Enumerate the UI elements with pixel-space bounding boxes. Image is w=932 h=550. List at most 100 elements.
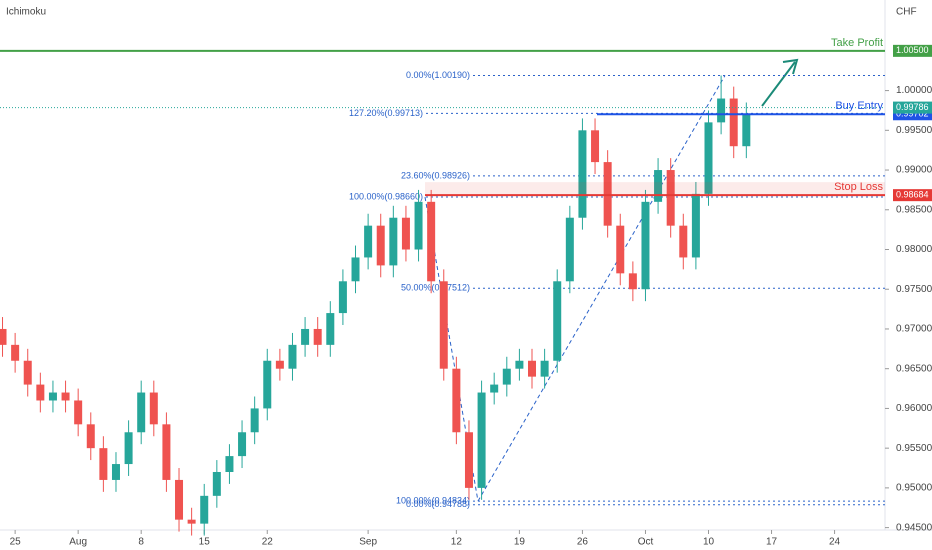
candle-body [427, 201, 436, 282]
x-tick-label: Sep [359, 537, 377, 548]
candle-body [149, 392, 158, 425]
y-tick-label: 0.99500 [896, 125, 932, 136]
y-tick-label: 1.00000 [896, 85, 932, 96]
level-name: Take Profit [831, 37, 883, 49]
x-tick-label: 24 [829, 537, 841, 548]
candle-body [691, 193, 700, 258]
candle-body [137, 392, 146, 433]
x-tick-label: 8 [138, 537, 144, 548]
candle-body [704, 122, 713, 194]
candle-body [389, 217, 398, 266]
x-tick-label: 10 [703, 537, 715, 548]
candle-body [61, 392, 70, 401]
price-box-label: 0.99786 [896, 102, 929, 112]
candle-body [86, 424, 95, 449]
candle-body [275, 360, 284, 369]
candle-body [540, 360, 549, 377]
y-tick-label: 0.96000 [896, 403, 932, 414]
candle-body [313, 328, 322, 345]
level-name: Buy Entry [835, 100, 883, 112]
price-box-label: 0.98684 [896, 190, 929, 200]
y-tick-label: 0.99000 [896, 165, 932, 176]
candle-body [666, 170, 675, 226]
x-tick-label: 26 [577, 537, 589, 548]
candle-body [553, 281, 562, 361]
candle-body [628, 273, 637, 290]
candle-body [452, 368, 461, 433]
candle-body [301, 328, 310, 345]
candle-body [238, 432, 247, 457]
chart-title: Ichimoku [6, 7, 46, 18]
candle-body [641, 201, 650, 290]
candle-body [464, 432, 473, 488]
fib-label: 23.60%(0.98926) [401, 170, 470, 180]
candle-body [74, 400, 83, 425]
candle-body [225, 456, 234, 472]
candle-body [212, 471, 221, 496]
candle-body [11, 344, 20, 361]
candle-body [401, 217, 410, 250]
candle-body [99, 448, 108, 480]
y-tick-label: 0.95500 [896, 443, 932, 454]
x-tick-label: 12 [451, 537, 463, 548]
candle-body [414, 201, 423, 250]
x-tick-label: 22 [262, 537, 274, 548]
y-tick-label: 0.96500 [896, 363, 932, 374]
candle-body [187, 519, 196, 524]
arrow-head [782, 58, 799, 75]
candle-body [124, 432, 133, 465]
candle-body [36, 384, 45, 401]
candle-body [48, 392, 57, 401]
candle-body [23, 360, 32, 385]
candle-body [654, 170, 663, 202]
candle-body [679, 225, 688, 258]
price-box [893, 101, 932, 114]
fib-trend [477, 75, 726, 502]
y-tick-label: 0.97500 [896, 284, 932, 295]
candle-body [111, 464, 120, 480]
fib-label: 100.00%(0.98660) [349, 191, 423, 201]
y-tick-label: 0.98500 [896, 204, 932, 215]
candle-body [603, 162, 612, 226]
y-tick-label: 0.97000 [896, 324, 932, 335]
fib-label: 127.20%(0.99713) [349, 108, 423, 118]
candle-body [591, 130, 600, 163]
candle-body [528, 360, 537, 377]
candle-body [250, 408, 259, 433]
candle-body [376, 225, 385, 266]
candle-body [477, 392, 486, 488]
candle-body [338, 281, 347, 314]
fib-label: 100.00%(0.94834) [396, 495, 470, 505]
candle-body [364, 225, 373, 258]
x-tick-label: Oct [638, 537, 654, 548]
candle-body [515, 360, 524, 369]
price-box-label: 1.00500 [896, 45, 929, 55]
candle-body [326, 313, 335, 345]
candle-body [717, 98, 726, 123]
y-tick-label: 0.94500 [896, 522, 932, 533]
fib-label: 0.00%(0.94788) [406, 499, 470, 509]
level-name: Stop Loss [834, 181, 883, 193]
candle-body [263, 360, 272, 409]
x-tick-label: 15 [199, 537, 211, 548]
price-box-label: 0.99702 [896, 109, 929, 119]
price-box [893, 44, 932, 57]
fib-label: 50.00%(0.97512) [401, 283, 470, 293]
x-tick-label: Aug [69, 537, 87, 548]
candle-body [175, 479, 184, 520]
candle-body [729, 98, 738, 147]
candle-body [0, 328, 7, 345]
y-tick-label: 0.95000 [896, 483, 932, 494]
candle-body [288, 344, 297, 369]
candle-body [565, 217, 574, 282]
fib-label: 0.00%(1.00190) [406, 70, 470, 80]
candle-body [162, 424, 171, 480]
price-box [893, 189, 932, 202]
candle-body [502, 368, 511, 385]
x-tick-label: 19 [514, 537, 526, 548]
x-tick-label: 17 [766, 537, 778, 548]
candle-body [742, 114, 751, 147]
y-tick-label: 0.98000 [896, 244, 932, 255]
x-tick-label: 25 [10, 537, 22, 548]
